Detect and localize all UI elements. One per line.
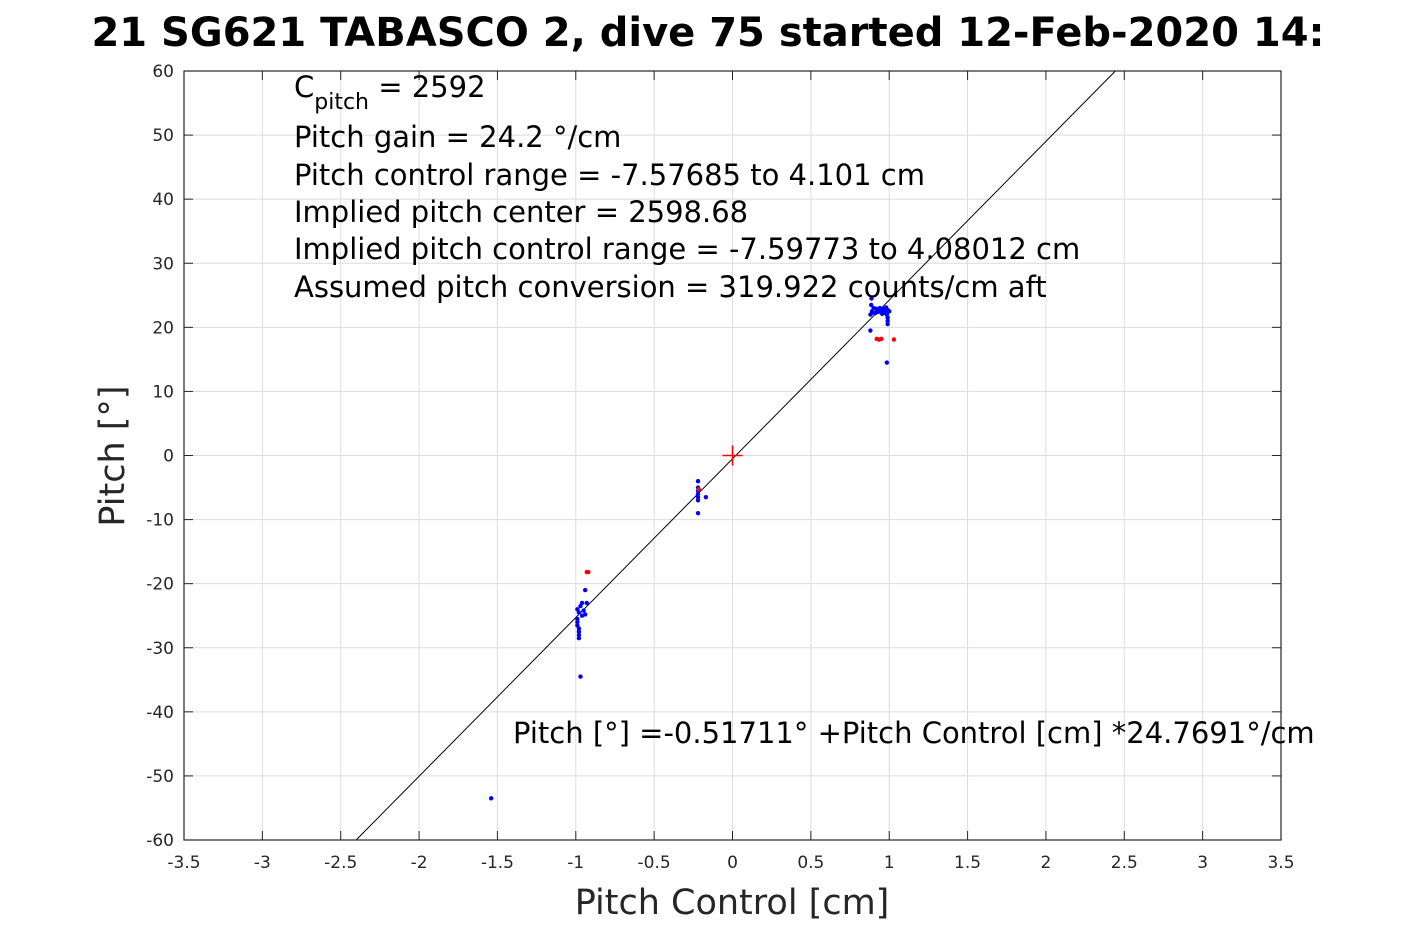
annotation-pitch-control-range: Pitch control range = -7.57685 to 4.101 … (294, 158, 925, 192)
chart-title: 21 SG621 TABASCO 2, dive 75 started 12-F… (91, 10, 1324, 56)
data-points (488, 296, 897, 801)
y-tick-labels: -60 -50 -40 -30 -20 -10 0 10 20 30 40 50 60 (146, 62, 174, 851)
x-axis-label: Pitch Control [cm] (575, 883, 890, 923)
data-point (884, 312, 890, 317)
y-tick-label: -50 (146, 767, 174, 787)
x-tick-label: -3.5 (167, 853, 200, 873)
x-tick-label: -0.5 (638, 853, 671, 873)
data-point (695, 494, 701, 500)
x-tick-label: -1 (567, 853, 584, 873)
y-tick-label: 40 (152, 190, 174, 210)
center-marker-layer (722, 445, 743, 466)
c-pitch-annotation: Cpitch = 2592 (294, 70, 486, 115)
y-tick-label: 30 (152, 254, 174, 274)
y-tick-label: 0 (163, 447, 174, 467)
data-point (885, 318, 890, 324)
data-point (576, 629, 582, 634)
data-point (884, 360, 890, 365)
y-tick-label: -60 (146, 831, 174, 851)
y-tick-label: -40 (146, 703, 174, 723)
data-point (576, 635, 582, 641)
data-point (703, 494, 709, 500)
data-point (887, 309, 892, 314)
x-tick-label: -1.5 (481, 853, 514, 873)
data-point (576, 632, 582, 638)
y-tick-label: -10 (146, 511, 174, 531)
y-tick-label: -30 (146, 639, 174, 659)
x-tick-label: 0.5 (797, 853, 824, 873)
data-point (695, 498, 701, 503)
data-point (582, 587, 588, 593)
data-point (869, 296, 874, 301)
x-tick-label: 2 (1041, 853, 1052, 873)
data-point (586, 569, 591, 575)
annotation-pitch-conversion: Assumed pitch conversion = 319.922 count… (294, 270, 1047, 304)
data-point (879, 336, 884, 342)
data-point (575, 619, 580, 625)
x-tick-label: 1 (884, 853, 895, 873)
x-tick-label: 3.5 (1267, 853, 1294, 873)
y-tick-label: 10 (152, 382, 174, 402)
annotation-implied-pitch-center: Implied pitch center = 2598.68 (294, 195, 748, 229)
plot-frame (183, 70, 1282, 841)
data-point (695, 510, 701, 516)
y-tick-label: 50 (152, 126, 174, 146)
x-tick-label: -2 (411, 853, 428, 873)
x-tick-label: 3 (1197, 853, 1208, 873)
c-pitch-subscript: pitch (314, 90, 369, 115)
x-tick-label: 1.5 (954, 853, 981, 873)
data-point (579, 600, 585, 606)
data-point (868, 302, 874, 308)
c-pitch-symbol: C (294, 70, 314, 104)
annotation-pitch-gain: Pitch gain = 24.2 °/cm (294, 120, 621, 154)
y-tick-label: -20 (146, 575, 174, 595)
data-point (576, 610, 582, 615)
data-point (582, 612, 588, 617)
data-point (581, 608, 586, 613)
data-point (578, 674, 583, 679)
data-point (883, 307, 888, 312)
data-point (891, 337, 897, 342)
y-tick-label: 20 (152, 318, 174, 338)
annotation-implied-control-range: Implied pitch control range = -7.59773 t… (294, 232, 1080, 266)
x-tick-label: 0 (727, 853, 738, 873)
data-point (868, 328, 873, 333)
data-point (575, 616, 580, 622)
data-point (873, 306, 879, 311)
data-point (576, 626, 582, 631)
data-point (879, 311, 885, 317)
data-point (695, 478, 701, 484)
c-pitch-value: = 2592 (369, 70, 486, 104)
data-point (695, 491, 701, 497)
data-point (488, 796, 494, 801)
data-point (696, 487, 702, 492)
x-tick-label: -2.5 (324, 853, 357, 873)
data-point (885, 321, 890, 327)
x-tick-label: -3 (254, 853, 271, 873)
x-tick-label: 2.5 (1111, 853, 1138, 873)
data-point (584, 600, 589, 606)
y-tick-label: 60 (152, 62, 174, 82)
fit-equation-annotation: Pitch [°] =-0.51711° +Pitch Control [cm]… (513, 716, 1315, 750)
y-axis-label: Pitch [°] (93, 385, 133, 526)
x-tick-labels: -3.5 -3 -2.5 -2 -1.5 -1 -0.5 0 0.5 1 1.5 2 2.5 3 3.5 (167, 853, 1294, 873)
data-point (870, 310, 875, 315)
